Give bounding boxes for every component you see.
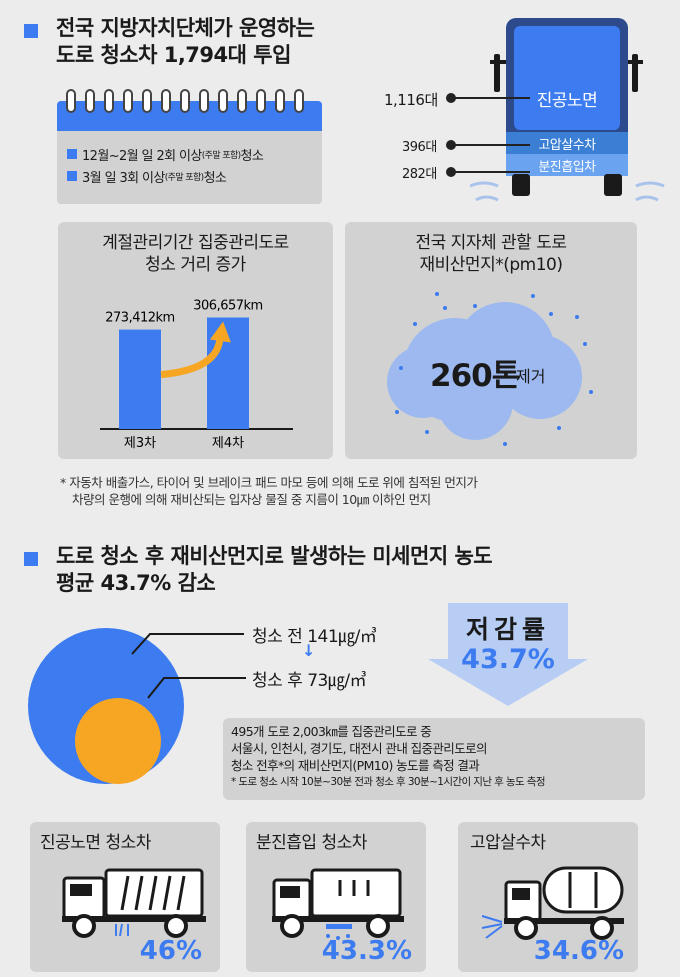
increase-arrow-icon [160,337,224,379]
truck-card-label: 고압살수차 [470,833,546,853]
water-truck-label: 고압살수차 [538,138,596,153]
truck-card-percent: 46% [139,936,202,966]
distance-chart-panel: 계절관리기간 집중관리도로 청소 거리 증가 [58,222,333,459]
dust-removed-amount: 260톤 [430,358,520,394]
reduction-arrow-icon [428,603,588,706]
bar-1 [207,317,249,429]
pointer-line [452,97,530,99]
pointer-line [452,144,530,146]
vacuum-truck-label: 진공노면 [536,91,598,111]
dust-truck-icon [272,868,404,940]
footnote-dust-definition: * 자동차 배출가스, 타이어 및 브레이크 패드 마모 등에 의해 도로 위에… [60,475,478,507]
water-truck-count: 396대 [402,140,437,155]
truck-card-percent: 34.6% [533,936,624,966]
distance-chart-title: 계절관리기간 집중관리도로 청소 거리 증가 [102,233,289,275]
before-cleaning-value: 청소 전 141㎍/㎥ [252,627,377,647]
pointer-dot [446,140,456,150]
truck-card-vacuum: 진공노면 청소차 46% [30,822,220,972]
section2-title: 도로 청소 후 재비산먼지로 발생하는 미세먼지 농도 평균 43.7% 감소 [56,544,493,595]
vacuum-truck-icon [62,868,206,938]
section-bullet [24,552,38,566]
truck-front-icon [470,18,665,202]
bar-value-label: 273,412km [105,311,174,326]
pointer-dot [446,93,456,103]
vacuum-truck-count: 1,116대 [384,91,438,109]
truck-card-label: 진공노면 청소차 [40,833,151,853]
calendar-rings-icon [66,89,304,113]
truck-card-percent: 43.3% [321,936,412,966]
pointer-dot [446,167,456,177]
after-cleaning-value: 청소 후 73㎍/㎥ [252,671,367,691]
section-bullet [24,24,38,38]
bar-value-label: 306,657km [193,298,262,313]
reduction-label: 저감률 [465,615,550,644]
truck-card-water: 고압살수차 34.6% [458,822,638,972]
increase-arrowhead-icon [210,321,231,343]
pointer-line [452,171,530,173]
category-label: 제3차 [124,436,156,451]
dust-cloud-icon [387,292,593,446]
category-label: 제4차 [212,436,244,451]
decrease-arrow-icon: ↓ [302,641,316,660]
dust-removed-unit: 제거 [516,367,546,386]
truck-card-dust: 분진흡입 청소차 43.3% [246,822,426,972]
bar-0 [119,329,161,429]
truck-card-label: 분진흡입 청소차 [256,833,367,853]
reduction-value: 43.7% [461,644,555,675]
dust-truck-label: 분진흡입차 [538,160,596,175]
water-truck-icon [481,866,624,940]
measurement-note-box: 495개 도로 2,003㎞를 집중관리도로 중 서울시, 인천시, 경기도, … [223,718,645,800]
concentration-circles [28,628,246,784]
dust-truck-count: 282대 [402,167,437,182]
distance-bar-chart: 273,412km 제3차 306,657km 제4차 [100,298,293,451]
section1-title: 전국 지방자치단체가 운영하는 도로 청소차 1,794대 투입 [56,16,315,67]
dust-removed-title: 전국 지자체 관할 도로 재비산먼지*(pm10) [415,233,567,275]
